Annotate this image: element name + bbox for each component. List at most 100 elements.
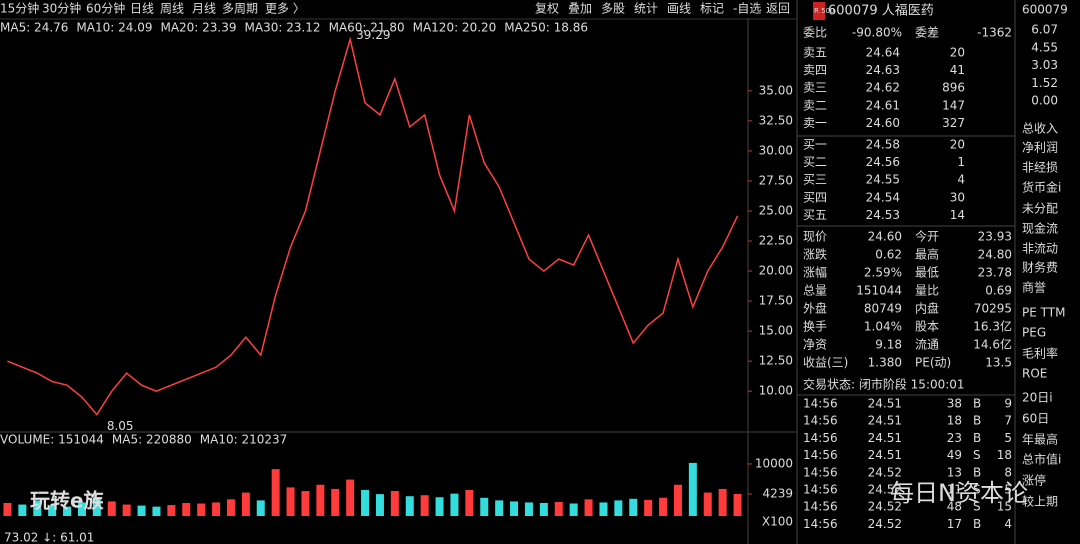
period-tab[interactable]: 日线 xyxy=(130,2,154,16)
fundamental-label: 较上期 xyxy=(1022,494,1058,509)
qty: 11 xyxy=(947,483,962,497)
fundamental-label: PEG xyxy=(1022,326,1046,340)
price: 24.52 xyxy=(868,465,902,479)
toolbar-button[interactable]: 叠加 xyxy=(568,2,592,16)
label: 内盘 xyxy=(915,301,939,316)
volume-bar xyxy=(256,500,265,516)
y-tick-label: 30.00 xyxy=(759,143,793,157)
y-tick-label: 22.50 xyxy=(759,234,793,248)
label: 卖四 xyxy=(803,63,827,77)
period-tab[interactable]: 60分钟 xyxy=(86,1,125,16)
y-tick-label: 17.50 xyxy=(759,294,793,308)
qty: 896 xyxy=(942,81,965,95)
fundamental-label: 总收入 xyxy=(1022,122,1058,136)
volume-bar xyxy=(33,500,42,516)
volume-bar xyxy=(18,504,27,516)
fundamental-label: 60日 xyxy=(1022,412,1049,426)
value: 23.93 xyxy=(978,230,1012,244)
side: S xyxy=(973,483,981,497)
period-tab[interactable]: 15分钟 xyxy=(0,1,39,16)
value: 2.59% xyxy=(864,266,902,280)
period-tab[interactable]: 周线 xyxy=(160,2,184,16)
time: 14:56 xyxy=(803,483,838,497)
price: 24.55 xyxy=(866,173,900,187)
qty: 49 xyxy=(947,448,962,462)
volume-bar xyxy=(182,502,191,516)
volume-legend: VOLUME: 151044 xyxy=(0,433,104,447)
period-tab[interactable]: 更多 〉 xyxy=(265,2,305,16)
period-tab[interactable]: 月线 xyxy=(192,2,216,16)
value: 24.80 xyxy=(978,248,1012,262)
value: -90.80% xyxy=(852,26,902,40)
volume-bar xyxy=(539,502,548,516)
time: 14:56 xyxy=(803,414,838,428)
toolbar-button[interactable]: 统计 xyxy=(634,2,658,16)
count: 8 xyxy=(1004,465,1012,479)
price: 24.51 xyxy=(868,414,902,428)
volume-bar xyxy=(450,493,459,516)
label: 总量 xyxy=(803,284,827,298)
volume-bar xyxy=(510,501,519,516)
value: 80749 xyxy=(864,302,902,316)
y-tick-label: 15.00 xyxy=(759,324,793,338)
qty: 48 xyxy=(947,500,962,514)
scale-label: 0.00 xyxy=(1031,94,1058,108)
volume-bar xyxy=(420,495,429,516)
qty: 147 xyxy=(942,98,965,112)
price: 24.51 xyxy=(868,448,902,462)
toolbar-button[interactable]: 复权 xyxy=(535,2,559,16)
label: 卖五 xyxy=(803,46,827,60)
label: PE(动) xyxy=(915,356,951,370)
count: 9 xyxy=(1004,397,1012,411)
volume-bar xyxy=(599,502,608,516)
side: B xyxy=(973,431,981,445)
volume-bar xyxy=(733,493,742,516)
toolbar-button[interactable]: -自选 xyxy=(733,2,761,16)
fundamental-label: 总市值i xyxy=(1022,452,1061,467)
toolbar-button[interactable]: 标记 xyxy=(700,2,724,16)
time: 14:56 xyxy=(803,448,838,462)
value: 16.3亿 xyxy=(973,319,1012,334)
volume-bar xyxy=(241,492,250,516)
volume-bar xyxy=(688,462,697,516)
price: 24.54 xyxy=(866,190,900,204)
price-line xyxy=(7,36,739,416)
toolbar-button[interactable]: 画线 xyxy=(667,2,691,16)
label: 最高 xyxy=(915,247,939,262)
period-tab[interactable]: 多周期 xyxy=(222,2,258,16)
volume-legend: MA5: 220880 xyxy=(112,433,192,447)
volume-bar xyxy=(524,502,533,516)
fundamental-label: 货币金i xyxy=(1022,180,1061,195)
y-tick-label: 32.50 xyxy=(759,113,793,127)
volume-bar xyxy=(673,484,682,516)
label: 委差 xyxy=(915,26,939,40)
value: 151044 xyxy=(856,284,902,298)
ma-legend: MA250: 18.86 xyxy=(504,21,588,35)
value: 70295 xyxy=(974,302,1012,316)
volume-bar xyxy=(629,498,638,516)
price: 24.56 xyxy=(866,155,900,169)
toolbar-button[interactable]: 多股 xyxy=(601,2,625,16)
y-tick-label: 10.00 xyxy=(759,384,793,398)
value: 9.18 xyxy=(875,338,902,352)
side: S xyxy=(973,500,981,514)
time: 14:56 xyxy=(803,431,838,445)
label: 买四 xyxy=(803,190,827,204)
toolbar-button[interactable]: 返回 xyxy=(766,2,790,16)
side: B xyxy=(973,517,981,531)
volume-bar xyxy=(584,499,593,516)
footer-stat: 73.02 ↓: 61.01 xyxy=(4,531,94,544)
price: 24.52 xyxy=(868,483,902,497)
label: 换手 xyxy=(803,320,827,334)
label: 涨跌 xyxy=(803,247,827,262)
fundamental-label: 商誉 xyxy=(1022,280,1046,295)
y-tick-label: 20.00 xyxy=(759,264,793,278)
volume-bar xyxy=(331,488,340,516)
fundamental-label: 未分配 xyxy=(1022,202,1058,216)
volume-bar xyxy=(107,501,116,516)
price: 24.52 xyxy=(868,500,902,514)
label: 收益(三) xyxy=(803,356,848,370)
scale-label: 3.03 xyxy=(1031,58,1058,72)
period-tab[interactable]: 30分钟 xyxy=(42,1,81,16)
label: 委比 xyxy=(803,26,827,40)
